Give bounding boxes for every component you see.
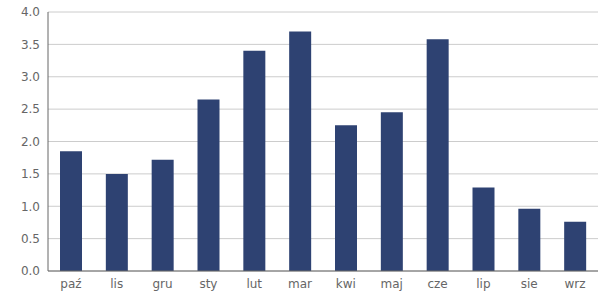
svg-text:wrz: wrz xyxy=(565,277,586,291)
svg-text:lut: lut xyxy=(246,277,262,291)
svg-text:1.0: 1.0 xyxy=(21,200,40,214)
svg-text:sie: sie xyxy=(521,277,538,291)
svg-text:3.5: 3.5 xyxy=(21,38,40,52)
svg-text:maj: maj xyxy=(381,277,403,291)
svg-text:cze: cze xyxy=(427,277,447,291)
svg-text:0.5: 0.5 xyxy=(21,232,40,246)
svg-text:2.0: 2.0 xyxy=(21,135,40,149)
svg-text:2.5: 2.5 xyxy=(21,102,40,116)
svg-text:lis: lis xyxy=(110,277,123,291)
svg-text:kwi: kwi xyxy=(336,277,356,291)
svg-text:0.0: 0.0 xyxy=(21,264,40,278)
svg-text:mar: mar xyxy=(288,277,312,291)
svg-text:1.5: 1.5 xyxy=(21,167,40,181)
svg-text:sty: sty xyxy=(199,277,217,291)
svg-text:gru: gru xyxy=(153,277,173,291)
svg-text:paź: paź xyxy=(60,277,81,291)
svg-text:3.0: 3.0 xyxy=(21,70,40,84)
svg-text:4.0: 4.0 xyxy=(21,5,40,19)
svg-text:lip: lip xyxy=(476,277,490,291)
